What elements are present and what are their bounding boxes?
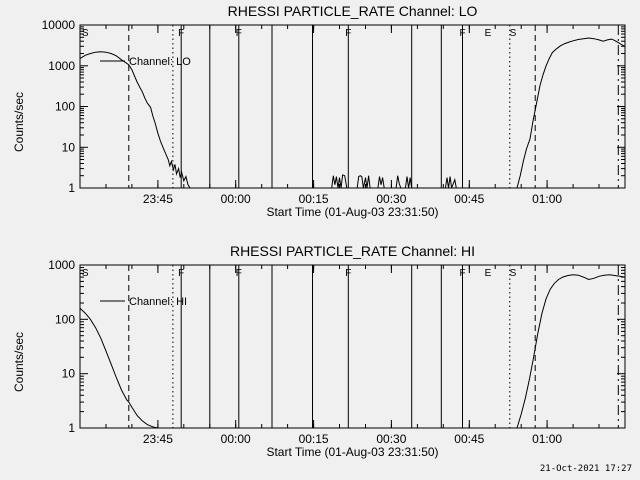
legend-label: Channel: LO <box>129 56 191 68</box>
plot-frame <box>79 24 626 189</box>
x-tick-label: 01:00 <box>532 432 562 446</box>
x-tick-label: 00:00 <box>221 192 251 206</box>
panel-lo-xlabel: Start Time (01-Aug-03 23:31:50) <box>266 205 439 219</box>
x-tick-label: 23:45 <box>143 432 173 446</box>
flag-label: E <box>485 268 492 279</box>
y-tick-label: 1000 <box>48 59 75 73</box>
x-tick-label: 00:00 <box>221 432 251 446</box>
flag-label: S <box>510 28 517 39</box>
panel-hi-xlabel: Start Time (01-Aug-03 23:31:50) <box>266 445 439 459</box>
x-tick-label: 23:45 <box>143 192 173 206</box>
y-tick-label: 1 <box>68 181 75 195</box>
y-tick-label: 1000 <box>48 258 75 272</box>
x-tick-label: 00:15 <box>299 192 329 206</box>
y-tick-label: 10 <box>62 367 76 381</box>
y-tick-label: 10 <box>62 140 76 154</box>
panel-lo-title: RHESSI PARTICLE_RATE Channel: LO <box>227 3 478 19</box>
flag-label: F <box>178 28 184 39</box>
flag-label: F <box>459 268 465 279</box>
flag-label: E <box>485 28 492 39</box>
y-tick-label: 10000 <box>42 18 76 32</box>
flag-label: S <box>82 268 89 279</box>
plot-panel-lo: 23:45 00:00 00:15 00:30 00:45 01:00 1 10 100 1000… <box>42 18 626 206</box>
x-tick-label: 00:45 <box>454 192 484 206</box>
plot-panel-hi: 23:45 00:00 00:15 00:30 00:45 01:00 1 10 100 1000… <box>48 258 626 446</box>
y-tick-label: 1 <box>68 421 75 435</box>
x-tick-label: 00:30 <box>376 192 406 206</box>
flag-label: F <box>236 268 242 279</box>
x-tick-label: 00:30 <box>376 432 406 446</box>
y-tick-label: 100 <box>55 312 75 326</box>
x-tick-label: 00:45 <box>454 432 484 446</box>
legend-label: Channel: HI <box>129 296 187 308</box>
panel-hi-title: RHESSI PARTICLE_RATE Channel: HI <box>229 243 476 259</box>
flag-label: S <box>510 268 517 279</box>
flag-label: F <box>236 28 242 39</box>
flag-label: F <box>345 268 351 279</box>
series-line-lo <box>79 37 626 189</box>
flag-label: F <box>178 268 184 279</box>
creation-timestamp: 21-Oct-2021 17:27 <box>539 464 632 474</box>
plot-frame <box>79 264 626 429</box>
y-tick-label: 100 <box>55 100 75 114</box>
flag-label: F <box>459 28 465 39</box>
flag-label: S <box>82 28 89 39</box>
x-tick-label: 00:15 <box>299 432 329 446</box>
series-line-hi <box>79 274 626 429</box>
x-tick-label: 01:00 <box>532 192 562 206</box>
flag-label: F <box>345 28 351 39</box>
